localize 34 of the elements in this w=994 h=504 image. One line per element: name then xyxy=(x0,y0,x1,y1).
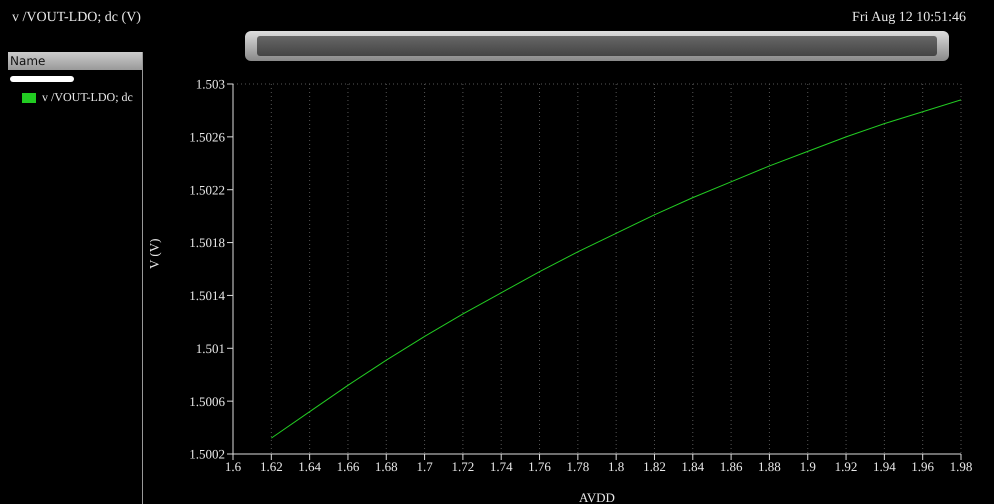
y-tick-label: 1.5018 xyxy=(189,235,225,250)
x-tick-label: 1.96 xyxy=(911,459,935,474)
x-tick-label: 1.88 xyxy=(758,459,781,474)
x-tick-label: 1.7 xyxy=(416,459,434,474)
x-tick-label: 1.64 xyxy=(298,459,322,474)
x-tick-label: 1.78 xyxy=(566,459,590,474)
y-tick-label: 1.5014 xyxy=(189,288,226,304)
x-tick-label: 1.6 xyxy=(224,459,242,474)
x-tick-label: 1.68 xyxy=(374,459,398,474)
legend-title: Name xyxy=(8,52,142,70)
x-tick-label: 1.9 xyxy=(800,459,816,474)
y-tick-label: 1.501 xyxy=(196,340,225,356)
y-tick-label: 1.5006 xyxy=(189,394,226,409)
y-tick-label: 1.5002 xyxy=(189,446,225,462)
x-tick-label: 1.8 xyxy=(608,459,624,474)
x-tick-label: 1.76 xyxy=(528,459,552,474)
text: v /VOUT-LDO; dc (V) xyxy=(12,10,141,26)
x-tick-label: 1.98 xyxy=(950,459,972,474)
x-tick-label: 1.92 xyxy=(834,459,858,474)
x-tick-label: 1.86 xyxy=(720,459,743,474)
x-tick-label: 1.94 xyxy=(872,459,896,474)
y-tick-label: 1.5026 xyxy=(189,129,226,144)
x-tick-label: 1.66 xyxy=(336,459,360,474)
x-tick-label: 1.62 xyxy=(260,459,283,474)
legend-label: v /VOUT-LDO; dc xyxy=(42,90,133,105)
x-tick-label: 1.84 xyxy=(681,459,705,474)
y-tick-label: 1.503 xyxy=(196,76,225,92)
x-tick-label: 1.72 xyxy=(452,459,474,474)
x-tick-label: 1.74 xyxy=(490,459,514,474)
x-tick-label: 1.82 xyxy=(643,459,666,474)
y-tick-label: 1.5022 xyxy=(189,182,225,198)
x-axis-title: AVDD xyxy=(579,490,615,504)
line-series xyxy=(270,99,961,439)
text: Fri Aug 12 10:51:46 xyxy=(852,10,966,26)
